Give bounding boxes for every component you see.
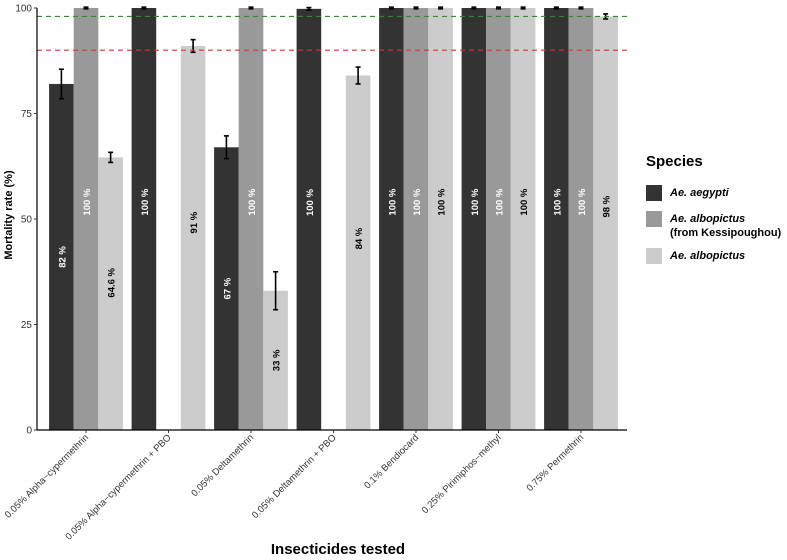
x-axis-title: Insecticides tested <box>271 541 405 558</box>
y-axis-title: Mortality rate (%) <box>3 170 15 260</box>
error-bar <box>306 6 312 11</box>
error-bar <box>223 135 229 160</box>
bar-value-label: 100 % <box>412 188 423 215</box>
error-bar <box>108 151 114 164</box>
y-tick-label: 75 <box>21 109 33 120</box>
bar <box>296 8 322 431</box>
bar <box>98 157 123 430</box>
legend-title: Species <box>646 153 703 170</box>
bar <box>544 8 569 430</box>
bar <box>486 8 511 430</box>
bar <box>49 83 74 431</box>
bar-value-label: 100 % <box>305 189 316 216</box>
bar-value-label: 100 % <box>247 188 258 215</box>
x-tick-label: 0.05% Alpha−cypermethrin <box>3 432 91 520</box>
error-bar <box>58 68 64 100</box>
legend-sublabel: (from Kessipoughou) <box>670 227 782 239</box>
bar-value-label: 100 % <box>577 188 588 215</box>
bar-value-label: 100 % <box>140 188 151 215</box>
bar <box>568 8 594 430</box>
bar-value-label: 82 % <box>57 246 68 268</box>
error-bar <box>355 66 361 85</box>
plot-area: 82 % 100 % 67 % 100 % 100 % 100 % 100 % 100 % 10… <box>37 6 627 431</box>
bar <box>510 8 536 430</box>
bar <box>428 8 453 430</box>
error-bar <box>273 270 279 311</box>
bar <box>131 8 157 430</box>
bar <box>379 8 404 430</box>
legend-swatch <box>646 248 662 264</box>
error-bar <box>471 6 477 10</box>
x-tick-label: 0.25% Pirimiphos−methyl <box>420 432 504 516</box>
bar <box>593 16 618 430</box>
bar <box>263 290 288 430</box>
bar-value-label: 84 % <box>354 227 365 249</box>
y-tick-label: 0 <box>26 426 32 437</box>
bar-value-label: 91 % <box>189 211 200 233</box>
error-bar <box>520 6 526 10</box>
x-tick-label: 0.05% Deltamethrin + PBO <box>250 432 339 521</box>
bar <box>73 8 99 430</box>
y-tick-label: 100 <box>15 4 32 15</box>
x-tick-label: 0.75% Permethrin <box>525 432 587 494</box>
error-bar <box>578 6 584 10</box>
error-bar <box>248 6 254 10</box>
error-bar <box>413 6 419 10</box>
legend: Species Ae. aegypti Ae. albopictus (from K… <box>646 153 782 264</box>
bar <box>345 75 371 431</box>
bar <box>238 8 264 430</box>
x-tick-label: 0.05% Deltamethrin <box>189 432 256 499</box>
bar-value-label: 67 % <box>222 277 233 299</box>
bar <box>180 45 206 430</box>
legend-swatch <box>646 211 662 227</box>
error-bar <box>83 6 89 10</box>
bar <box>461 8 487 430</box>
legend-label: Ae. albopictus <box>669 250 745 262</box>
bar-value-label: 100 % <box>519 188 530 215</box>
error-bar <box>553 6 559 10</box>
bar-value-label: 100 % <box>82 188 93 215</box>
bar-value-label: 100 % <box>495 188 506 215</box>
x-tick-label: 0.1% Bendiocard <box>362 432 421 491</box>
legend-label: Ae. albopictus <box>669 213 745 225</box>
bar-value-label: 100 % <box>552 188 563 215</box>
bar-value-label: 100 % <box>470 188 481 215</box>
y-tick-label: 50 <box>21 215 33 226</box>
error-bar <box>438 6 444 10</box>
bar-value-label: 100 % <box>387 188 398 215</box>
bar-value-label: 98 % <box>602 195 613 217</box>
bar-value-label: 100 % <box>437 188 448 215</box>
bar <box>214 147 239 430</box>
legend-swatch <box>646 185 662 201</box>
bar-value-label: 64.6 % <box>107 267 118 297</box>
error-bar <box>496 6 501 10</box>
y-tick-label: 25 <box>21 320 33 331</box>
legend-label: Ae. aegypti <box>669 187 730 199</box>
bar <box>403 8 429 430</box>
error-bar <box>141 6 147 10</box>
error-bar <box>388 6 394 10</box>
bar-value-label: 33 % <box>272 349 283 371</box>
